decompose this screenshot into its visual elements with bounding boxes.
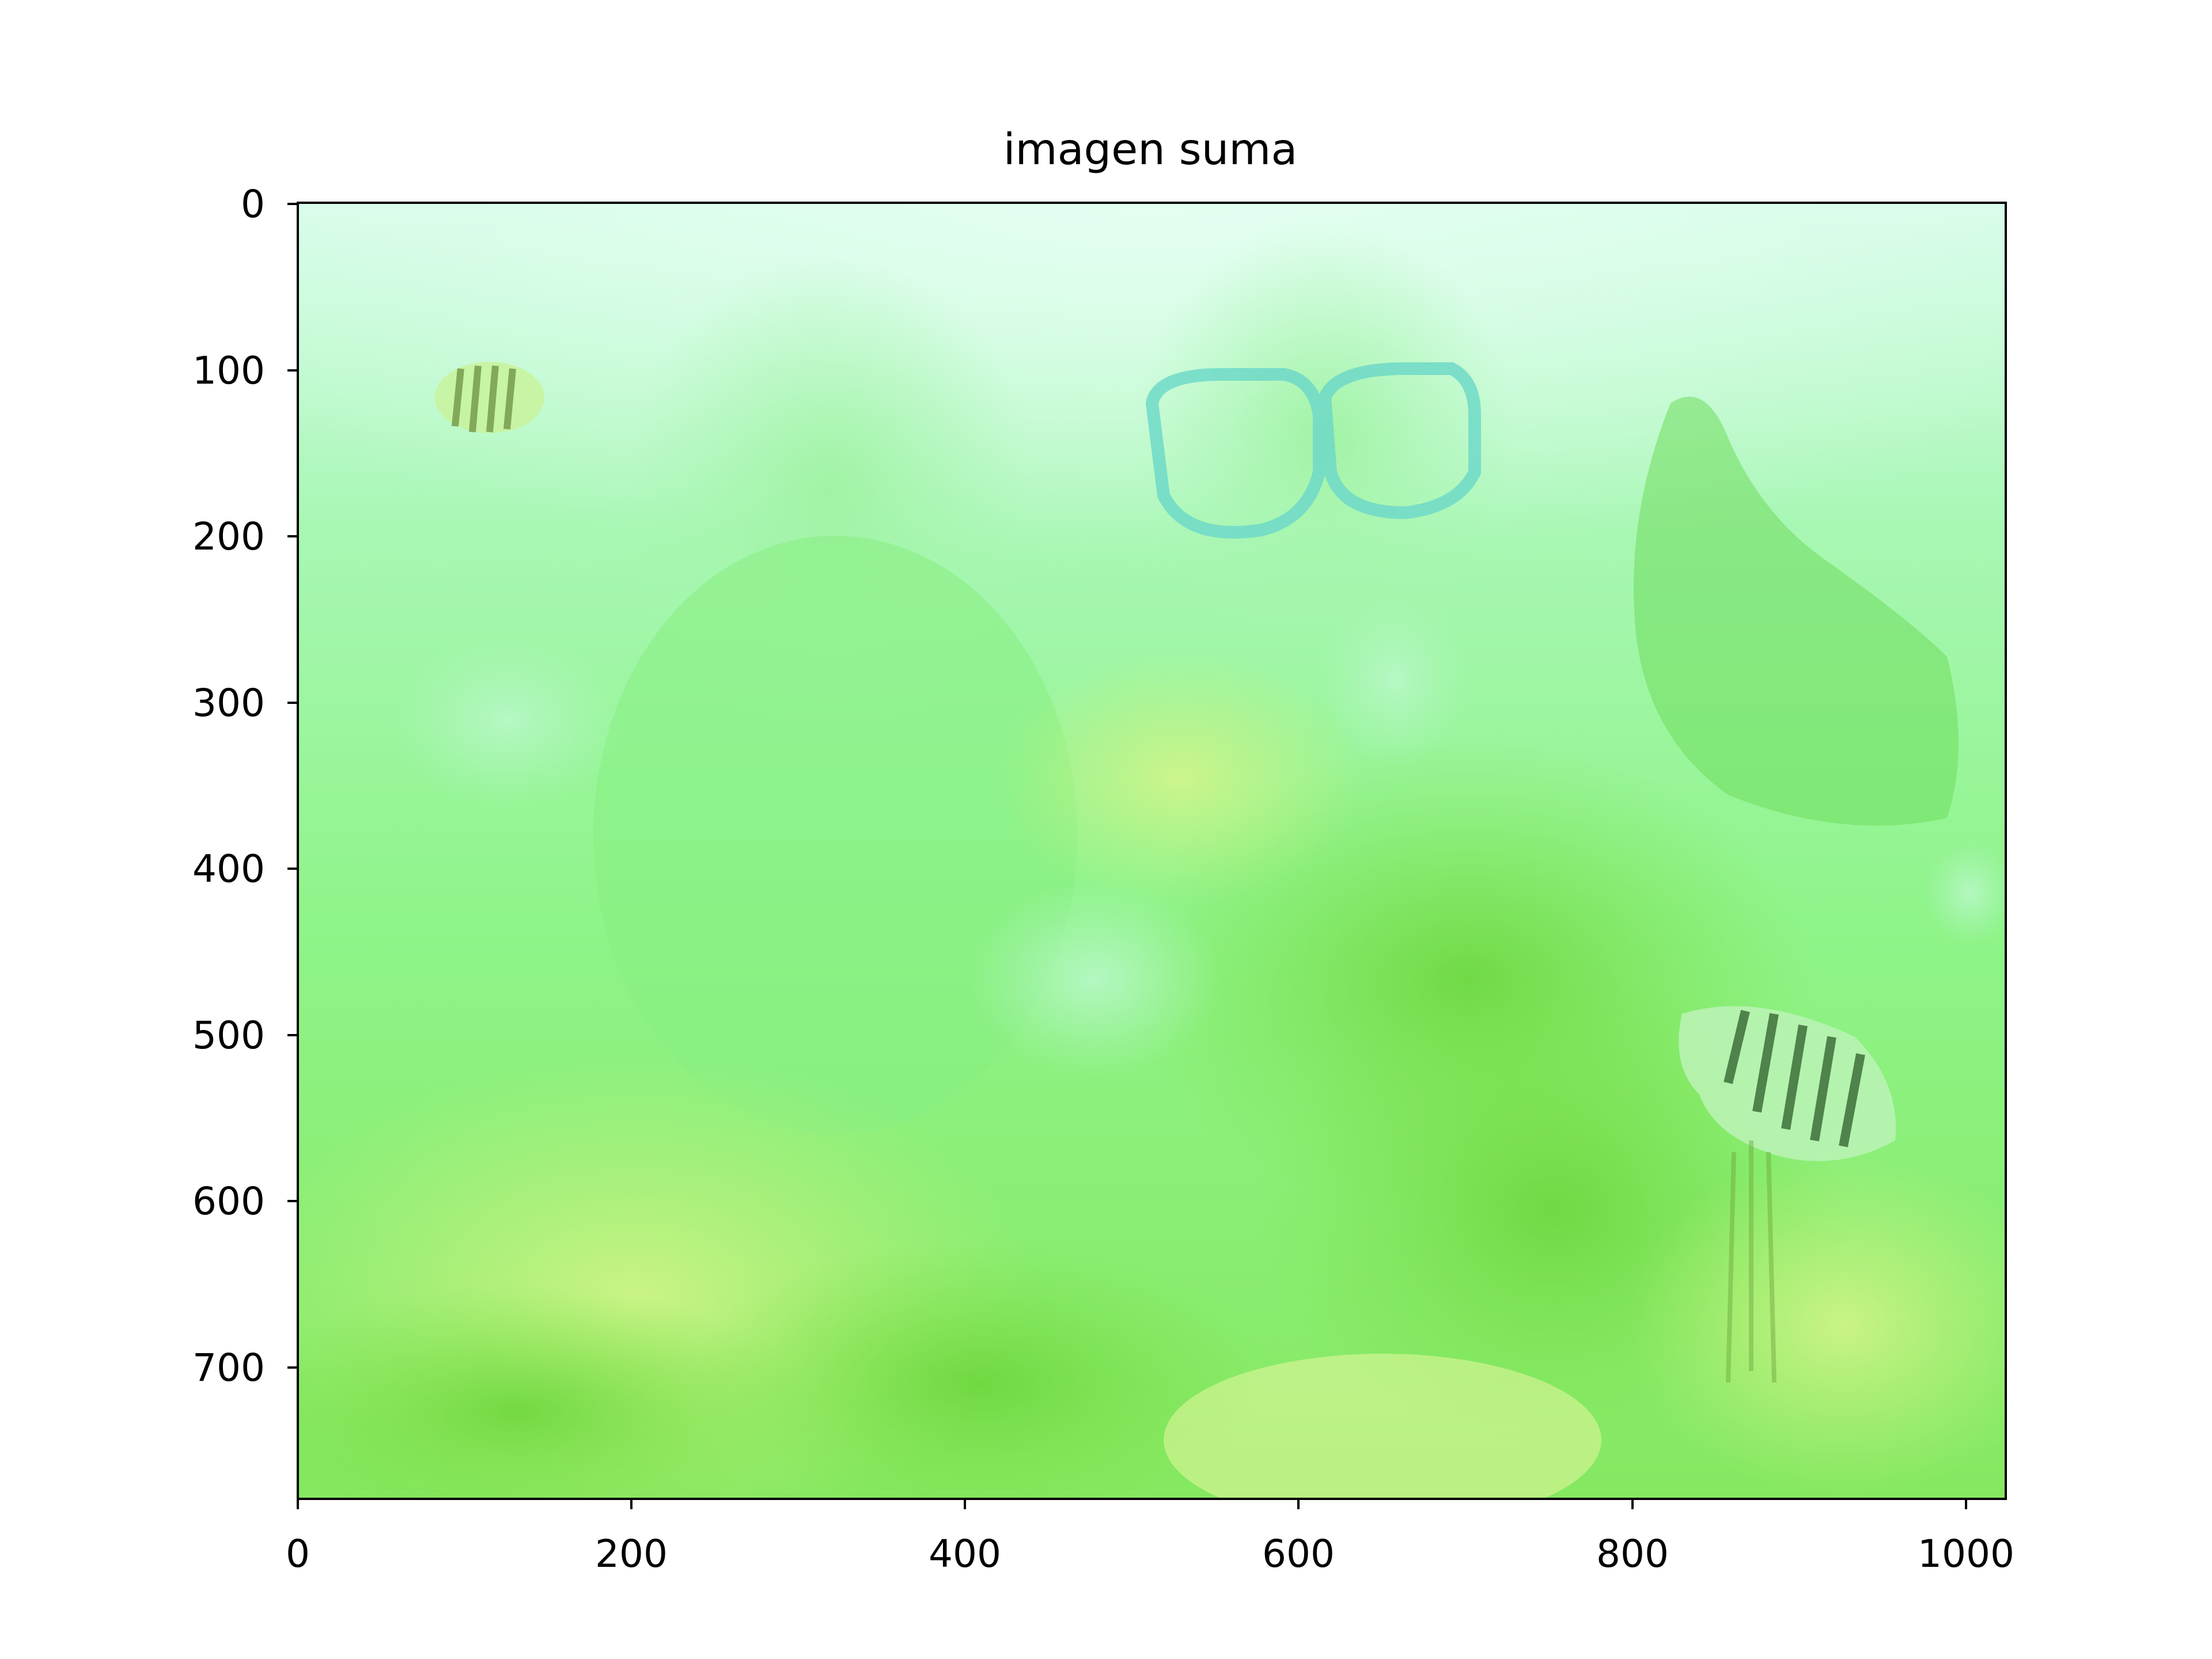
y-tick-label: 600 — [192, 1179, 265, 1224]
y-tick-label: 500 — [192, 1013, 265, 1058]
x-tick-label: 1000 — [1918, 1532, 2014, 1576]
striped-fish — [1679, 1006, 1896, 1161]
y-tick-label: 0 — [241, 182, 265, 226]
underwater-image — [298, 203, 2006, 1499]
y-tick-label: 400 — [192, 847, 265, 891]
x-tick-label: 0 — [286, 1532, 310, 1576]
y-tick-label: 300 — [192, 681, 265, 725]
x-axis: 0 200 400 600 800 1000 — [286, 1499, 2014, 1576]
diving-mask-icon — [1145, 362, 1481, 539]
pale-fish — [968, 881, 1221, 1077]
dark-silhouette — [1634, 396, 1959, 826]
figure-title: imagen suma — [1003, 124, 1298, 175]
pale-fish — [1319, 593, 1469, 766]
pale-fish — [392, 634, 622, 806]
x-tick-label: 200 — [595, 1532, 668, 1576]
x-tick-label: 400 — [929, 1532, 1001, 1576]
x-tick-label: 800 — [1596, 1532, 1669, 1576]
striped-fish-small — [435, 362, 544, 433]
y-tick-label: 100 — [192, 349, 265, 393]
plot-frame — [297, 202, 2007, 1500]
y-tick-label: 200 — [192, 514, 265, 559]
x-tick-label: 600 — [1262, 1532, 1335, 1576]
y-tick-label: 700 — [192, 1346, 265, 1390]
y-axis: 0 100 200 300 400 500 600 700 — [192, 182, 298, 1390]
